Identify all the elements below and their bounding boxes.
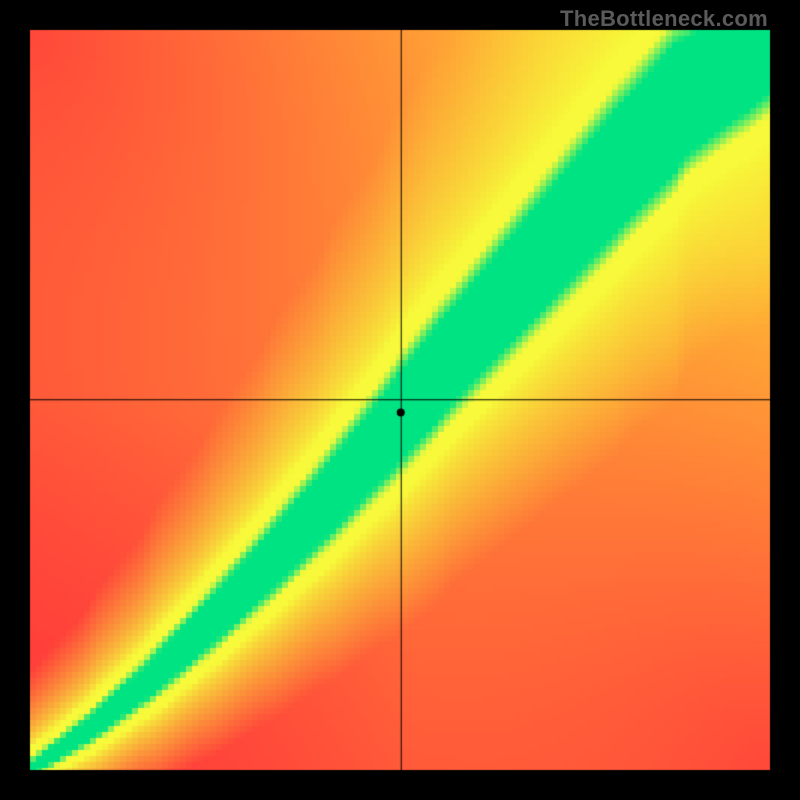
- chart-container: TheBottleneck.com: [0, 0, 800, 800]
- watermark-text: TheBottleneck.com: [560, 6, 768, 32]
- heatmap-canvas: [0, 0, 800, 800]
